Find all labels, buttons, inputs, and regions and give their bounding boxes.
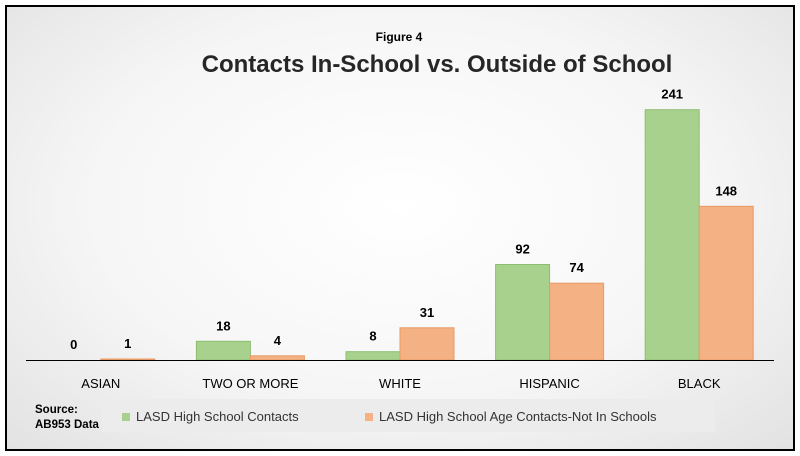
data-label-white-series-2: 31 <box>420 305 434 320</box>
bars-group <box>100 109 754 361</box>
data-label-asian-series-1: 0 <box>70 337 77 352</box>
source-label: Source: <box>35 404 78 416</box>
bar-white-series-2 <box>399 327 455 361</box>
category-label-two-or-more: TWO OR MORE <box>202 376 298 391</box>
legend-swatch-series-2 <box>365 413 373 421</box>
data-label-black-series-1: 241 <box>661 87 683 102</box>
legend-label-series-1: LASD High School Contacts <box>136 409 299 424</box>
data-label-two-or-more-series-1: 18 <box>216 318 230 333</box>
chart-title: Contacts In-School vs. Outside of School <box>202 51 673 78</box>
data-label-hispanic-series-1: 92 <box>515 242 529 257</box>
bar-black-series-2 <box>698 205 754 361</box>
bar-two-or-more-series-2 <box>249 355 305 361</box>
category-label-black: BLACK <box>678 376 721 391</box>
bar-asian-series-2 <box>100 358 156 361</box>
source-value: AB953 Data <box>35 419 100 431</box>
bar-two-or-more-series-1 <box>195 340 251 361</box>
data-label-black-series-2: 148 <box>715 183 737 198</box>
chart-canvas: Figure 4 Contacts In-School vs. Outside … <box>26 30 774 432</box>
legend-background <box>102 399 715 432</box>
data-label-two-or-more-series-2: 4 <box>274 333 282 348</box>
legend-swatch-series-1 <box>122 413 130 421</box>
category-label-white: WHITE <box>379 376 421 391</box>
figure-label: Figure 4 <box>376 30 423 44</box>
legend-label-series-2: LASD High School Age Contacts-Not In Sch… <box>379 409 657 424</box>
category-label-asian: ASIAN <box>81 376 120 391</box>
bar-hispanic-series-1 <box>495 264 551 361</box>
data-labels-group: 0 1 18 4 8 31 92 74 241 148 <box>70 87 737 352</box>
bar-black-series-1 <box>644 109 700 361</box>
category-label-hispanic: HISPANIC <box>519 376 579 391</box>
legend: LASD High School Contacts LASD High Scho… <box>122 409 657 424</box>
category-labels-group: ASIAN TWO OR MORE WHITE HISPANIC BLACK <box>81 376 721 391</box>
data-label-asian-series-2: 1 <box>124 336 131 351</box>
chart-frame: Figure 4 Contacts In-School vs. Outside … <box>5 5 795 451</box>
bar-hispanic-series-2 <box>549 282 605 361</box>
data-label-hispanic-series-2: 74 <box>569 260 584 275</box>
bar-white-series-1 <box>345 351 401 361</box>
data-label-white-series-1: 8 <box>369 329 376 344</box>
